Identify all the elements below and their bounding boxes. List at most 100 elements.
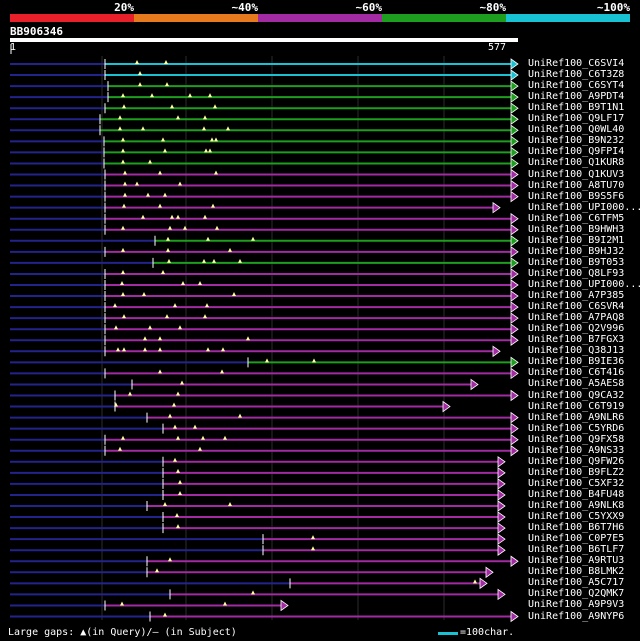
query-gap-marker	[114, 402, 118, 407]
query-gap-marker	[123, 181, 127, 186]
alignment-arrow	[510, 223, 519, 236]
hit-label[interactable]: UniRef100_A9NLK8	[528, 500, 625, 511]
hit-label[interactable]: UniRef100_B9T1N1	[528, 102, 625, 114]
hit-label[interactable]: UniRef100_B9FLZ2	[528, 466, 625, 478]
query-gap-marker	[163, 192, 167, 197]
query-gap-marker	[142, 292, 146, 297]
hit-label[interactable]: UniRef100_A5AES8	[528, 378, 625, 390]
legend-label-2: ~40%	[231, 1, 259, 14]
query-gap-marker	[158, 369, 162, 374]
hit-label[interactable]: UniRef100_B9HWH3	[528, 223, 625, 235]
query-gap-marker	[170, 214, 174, 219]
query-gap-marker	[158, 336, 162, 341]
query-gap-marker	[141, 214, 145, 219]
alignment-arrow	[510, 91, 519, 103]
hit-label[interactable]: UniRef100_Q9FW26	[528, 455, 625, 467]
hit-label[interactable]: UniRef100_A9NLR6	[528, 411, 625, 423]
hit-label[interactable]: UniRef100_A9PDT4	[528, 91, 625, 103]
alignment-arrow	[510, 312, 519, 324]
hit-label[interactable]: UniRef100_C6SVR4	[528, 301, 625, 313]
hit-label[interactable]: UniRef100_Q9FPI4	[528, 146, 625, 158]
query-gap-marker	[122, 203, 126, 208]
hit-label[interactable]: UniRef100_C6SYT4	[528, 80, 625, 92]
hit-label[interactable]: UniRef100_B4FU48	[528, 488, 625, 500]
legend-segment-4	[382, 14, 506, 22]
query-gap-marker	[122, 347, 126, 352]
hit-label[interactable]: UniRef100_C5YXX9	[528, 511, 625, 523]
legend-label-4: ~80%	[479, 1, 507, 14]
hit-label[interactable]: UniRef100_C5XF32	[528, 477, 625, 489]
query-gap-marker	[202, 258, 206, 263]
hit-label[interactable]: UniRef100_A7P385	[528, 290, 625, 302]
alignment-arrow	[510, 135, 519, 148]
query-gap-marker	[135, 181, 139, 186]
hit-label[interactable]: UniRef100_Q2V996	[528, 323, 625, 335]
hit-label[interactable]: UniRef100_UPI000...	[528, 279, 640, 290]
hit-label[interactable]: UniRef100_A9P9V3	[528, 599, 625, 611]
hit-label[interactable]: UniRef100_Q9FX58	[528, 433, 625, 445]
hit-label[interactable]: UniRef100_C6T919	[528, 400, 625, 412]
query-id: BB906346	[10, 25, 63, 38]
query-gap-marker	[121, 247, 125, 252]
hit-label[interactable]: UniRef100_B7FGX3	[528, 334, 625, 346]
query-gap-marker	[193, 424, 197, 429]
alignment-arrow	[510, 367, 519, 380]
scale-bar-sample	[438, 632, 458, 635]
query-gap-marker	[201, 435, 205, 440]
query-end-coordinate: 577	[488, 42, 507, 53]
hit-label[interactable]: UniRef100_B6T7H6	[528, 522, 625, 534]
hit-label[interactable]: UniRef100_Q2QMK7	[528, 588, 625, 600]
query-gap-marker	[212, 258, 216, 263]
hit-label[interactable]: UniRef100_C6TFM5	[528, 212, 625, 224]
hit-label[interactable]: UniRef100_A5C717	[528, 577, 625, 589]
hit-label[interactable]: UniRef100_C5YRD6	[528, 422, 625, 434]
hit-label[interactable]: UniRef100_Q9LF17	[528, 113, 625, 125]
hit-label[interactable]: UniRef100_B9N232	[528, 135, 625, 147]
hit-label[interactable]: UniRef100_A9NS33	[528, 444, 625, 456]
query-gap-marker	[223, 601, 227, 606]
query-gap-marker	[203, 115, 207, 120]
query-gap-marker	[165, 82, 169, 87]
hit-label[interactable]: UniRef100_B8LMK2	[528, 566, 625, 578]
hit-label[interactable]: UniRef100_Q0WL40	[528, 124, 625, 136]
query-gap-marker	[158, 347, 162, 352]
alignment-arrow	[497, 478, 506, 490]
hit-label[interactable]: UniRef100_A9NYP6	[528, 610, 625, 622]
query-start-coordinate: 1	[10, 42, 17, 53]
hit-label[interactable]: UniRef100_A7PAQ8	[528, 312, 625, 324]
hit-label[interactable]: UniRef100_Q1KUR8	[528, 157, 625, 169]
hit-label[interactable]: UniRef100_Q1KUV3	[528, 168, 625, 180]
hit-label[interactable]: UniRef100_B6TLF7	[528, 544, 625, 556]
hit-label[interactable]: UniRef100_C6T3Z8	[528, 69, 625, 81]
hit-label[interactable]: UniRef100_A8TU70	[528, 179, 625, 191]
alignment-arrow	[510, 157, 519, 170]
hit-label[interactable]: UniRef100_B9HJ32	[528, 245, 625, 257]
alignment-arrow	[510, 179, 519, 192]
hit-label[interactable]: UniRef100_C0P7E5	[528, 533, 625, 545]
hit-label[interactable]: UniRef100_Q8LF93	[528, 267, 625, 279]
query-gap-marker	[158, 203, 162, 208]
alignment-arrow	[492, 201, 501, 214]
hit-label[interactable]: UniRef100_B9S5F6	[528, 190, 625, 202]
hit-label[interactable]: UniRef100_B9IE36	[528, 356, 625, 368]
query-gap-marker	[163, 148, 167, 153]
hit-label[interactable]: UniRef100_Q9CA32	[528, 389, 625, 401]
query-gap-marker	[123, 192, 127, 197]
query-gap-marker	[198, 281, 202, 285]
alignment-arrow	[510, 124, 519, 137]
query-gap-marker	[188, 93, 192, 98]
hit-label[interactable]: UniRef100_B9I2M1	[528, 234, 625, 246]
query-gap-marker	[121, 137, 125, 142]
hit-label[interactable]: UniRef100_Q38J13	[528, 345, 625, 357]
hit-label[interactable]: UniRef100_C6SVI4	[528, 58, 625, 69]
alignment-arrow	[510, 334, 519, 347]
hit-label[interactable]: UniRef100_B9T053	[528, 256, 625, 268]
hit-label[interactable]: UniRef100_UPI000...	[528, 201, 640, 213]
alignment-arrow	[497, 533, 506, 545]
query-gap-marker	[120, 281, 124, 285]
alignment-arrow	[497, 456, 506, 468]
hit-label[interactable]: UniRef100_A9RTU3	[528, 555, 625, 567]
hit-label[interactable]: UniRef100_C6T416	[528, 367, 625, 379]
query-gap-marker	[138, 82, 142, 87]
